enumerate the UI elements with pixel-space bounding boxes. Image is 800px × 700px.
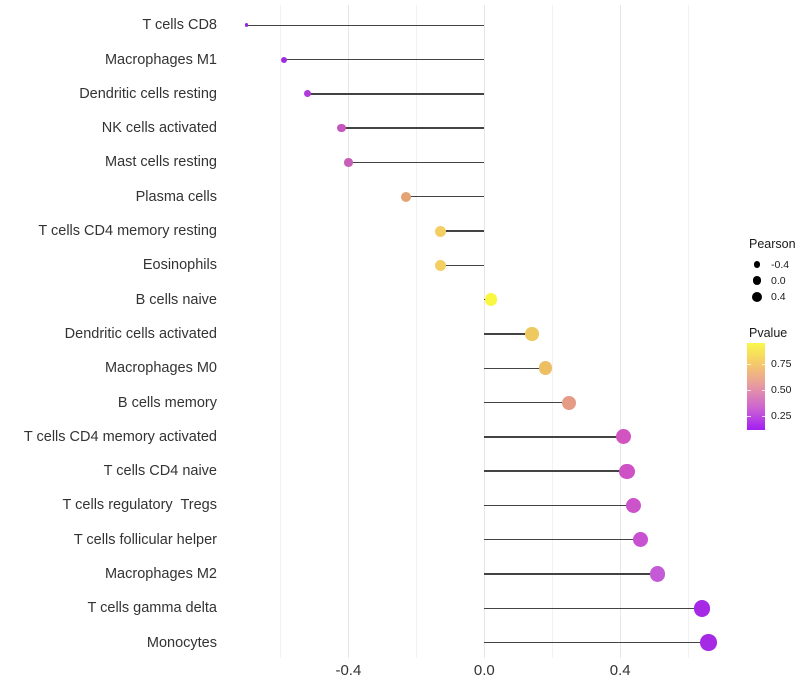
y-axis-label: T cells CD4 memory resting	[38, 223, 217, 240]
y-axis-label: T cells regulatory Tregs	[62, 497, 217, 514]
size-legend-label: 0.0	[771, 274, 786, 287]
x-axis-labels: -0.4 0.0 0.4	[222, 663, 731, 681]
colorbar-tick	[761, 390, 765, 392]
lollipop-dot	[280, 56, 287, 63]
y-axis-label: T cells gamma delta	[87, 600, 217, 617]
lollipop-dot	[434, 225, 446, 237]
x-axis-label: 0.0	[473, 662, 495, 679]
y-axis-label: B cells naive	[135, 291, 217, 308]
lollipop-dot	[401, 191, 412, 202]
lollipop-dot	[434, 259, 446, 271]
lollipop-dot	[244, 23, 249, 28]
lollipop-dot	[649, 566, 666, 582]
y-axis-label: Dendritic cells resting	[79, 85, 217, 102]
y-axis-label: NK cells activated	[101, 120, 217, 137]
lollipop-stick	[484, 504, 634, 507]
gridline-major	[483, 5, 485, 658]
lollipop-dot	[344, 158, 353, 167]
lollipop-stick	[484, 436, 624, 438]
y-axis-label: Monocytes	[146, 634, 217, 651]
size-legend-key	[747, 256, 767, 273]
y-axis-label: B cells memory	[117, 394, 217, 411]
lollipop-stick	[440, 230, 485, 232]
y-axis-label: Dendritic cells activated	[64, 325, 217, 342]
lollipop-stick	[406, 196, 485, 198]
lollipop-stick	[484, 333, 532, 335]
size-legend-entry: 0.4	[747, 289, 800, 306]
y-axis-label: Eosinophils	[142, 257, 217, 274]
size-legend-label: 0.4	[771, 291, 786, 304]
lollipop-dot	[538, 361, 553, 375]
lollipop-dot	[700, 634, 717, 651]
gridline-minor	[415, 5, 417, 658]
lollipop-dot	[525, 327, 539, 341]
y-axis-label: T cells CD4 naive	[103, 463, 217, 480]
gridline-major	[347, 5, 349, 658]
size-legend-label: -0.4	[771, 258, 790, 271]
y-axis-label: T cells CD4 memory activated	[23, 428, 217, 445]
x-axis-label: 0.4	[609, 662, 631, 679]
size-legend-key	[747, 272, 767, 289]
lollipop-dot	[616, 429, 632, 445]
legend: Pearson -0.4 0.0 0.4 Pvalue 0.75 0.50 0.25	[747, 237, 800, 447]
lollipop-stick	[307, 93, 485, 95]
colorbar-label: 0.75	[771, 358, 792, 371]
colorbar-tick	[747, 364, 751, 366]
colorbar-tick	[747, 416, 751, 418]
gridline-major	[619, 5, 621, 658]
y-axis-labels: T cells CD8 Macrophages M1 Dendritic cells…	[0, 5, 217, 658]
lollipop-dot	[337, 124, 346, 133]
lollipop-stick	[484, 573, 658, 575]
lollipop-dot	[632, 532, 649, 548]
y-axis-label: Plasma cells	[135, 188, 217, 205]
lollipop-stick	[440, 264, 485, 267]
y-axis-label: Macrophages M0	[104, 360, 217, 377]
lollipop-stick	[341, 127, 485, 129]
lollipop-stick	[484, 539, 641, 541]
size-legend-key	[747, 289, 767, 306]
y-axis-label: Mast cells resting	[104, 154, 217, 171]
size-legend-dot	[753, 261, 761, 268]
lollipop-dot	[562, 395, 577, 410]
lollipop-stick	[484, 401, 570, 404]
size-legend-dot	[752, 276, 762, 286]
colorbar-tick	[747, 390, 751, 392]
gridline-minor	[551, 5, 553, 658]
lollipop-stick	[283, 58, 485, 61]
lollipop-dot	[619, 463, 635, 479]
lollipop-stick	[484, 641, 709, 644]
size-legend-dot	[751, 291, 763, 303]
y-axis-label: Macrophages M1	[104, 51, 217, 68]
lollipop-dot	[626, 497, 642, 514]
lollipop-stick	[246, 24, 485, 26]
gridline-minor	[687, 5, 689, 658]
lollipop-dot	[693, 600, 710, 617]
lollipop-stick	[484, 367, 546, 369]
colorbar-tick	[761, 416, 765, 418]
color-legend-title: Pvalue	[749, 326, 788, 340]
size-legend-title: Pearson	[749, 237, 796, 251]
lollipop-dot	[304, 90, 312, 98]
lollipop-stick	[484, 607, 702, 609]
x-axis-label: -0.4	[335, 662, 362, 679]
lollipop-stick	[484, 470, 628, 472]
y-axis-label: T cells follicular helper	[73, 531, 217, 548]
lollipop-dot	[484, 293, 498, 306]
y-axis-label: Macrophages M2	[104, 566, 217, 582]
size-legend-entry: -0.4	[747, 256, 800, 273]
colorbar-tick	[761, 364, 765, 366]
pvalue-colorbar	[747, 343, 765, 430]
colorbar-label: 0.25	[771, 410, 792, 423]
colorbar-label: 0.50	[771, 384, 792, 397]
gridline-minor	[279, 5, 281, 658]
y-axis-label: T cells CD8	[142, 17, 217, 34]
lollipop-stick	[348, 161, 485, 164]
plot-panel	[222, 5, 731, 658]
size-legend-entry: 0.0	[747, 272, 800, 289]
